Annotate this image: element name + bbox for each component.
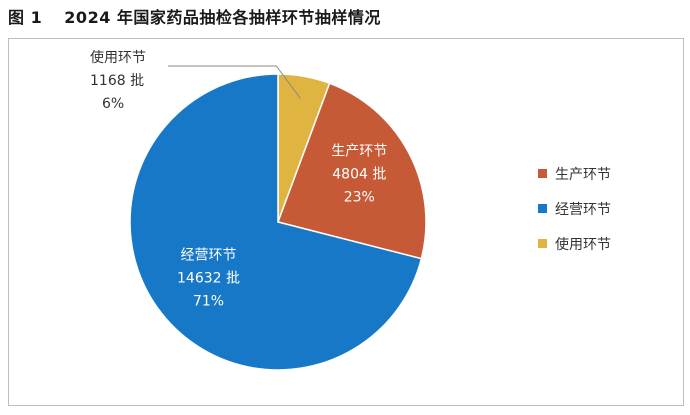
legend-label-1: 经营环节 [555,202,611,218]
legend-swatch-1 [538,204,547,213]
pie-slices [129,73,427,371]
figure-caption: 图 1 2024 年国家药品抽检各抽样环节抽样情况 [8,4,381,28]
slice-name-label: 经营环节 [181,248,237,264]
slice-value-label: 4804 批 [332,166,386,182]
slice-name-label: 使用环节 [90,49,146,66]
legend-swatch-2 [538,239,547,248]
pie-slice-1 [277,82,427,260]
slice-percent-label: 6% [102,96,124,112]
slice-labels: 使用环节 1168 批 6% 生产环节 4804 批 23% 经营环节 14632 批 71% [90,49,387,310]
legend-swatch-0 [538,169,547,178]
slice-value-label: 1168 批 [90,73,144,89]
chart-title: 2024 年国家药品抽检各抽样环节抽样情况 [64,8,381,27]
legend-label-2: 使用环节 [555,236,611,253]
slice-percent-label: 23% [344,189,375,205]
chart-frame [8,38,684,406]
leader-line-0 [168,65,301,99]
figure-label: 图 1 [8,8,43,27]
legend-label-0: 生产环节 [555,167,611,183]
slice-name-label: 生产环节 [331,143,387,159]
pie-slice-2 [129,73,423,371]
slice-value-label: 14632 批 [177,271,240,287]
slice-percent-label: 71% [193,294,224,310]
